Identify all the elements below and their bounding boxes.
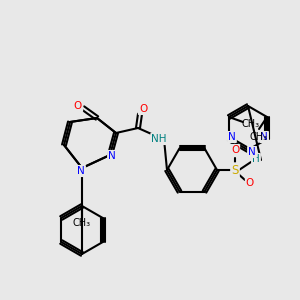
Text: CH₃: CH₃ bbox=[242, 119, 260, 129]
Text: H: H bbox=[252, 154, 260, 164]
Text: N: N bbox=[260, 132, 268, 142]
Text: N: N bbox=[77, 166, 85, 176]
Text: N: N bbox=[228, 132, 236, 142]
Text: O: O bbox=[139, 104, 147, 114]
Text: O: O bbox=[231, 145, 239, 155]
Text: CH₃: CH₃ bbox=[73, 218, 91, 228]
Text: N: N bbox=[108, 151, 116, 161]
Text: N: N bbox=[248, 147, 256, 157]
Text: O: O bbox=[246, 178, 254, 188]
Text: NH: NH bbox=[151, 134, 167, 144]
Text: O: O bbox=[74, 101, 82, 111]
Text: S: S bbox=[231, 164, 239, 176]
Text: CH₃: CH₃ bbox=[250, 132, 268, 142]
